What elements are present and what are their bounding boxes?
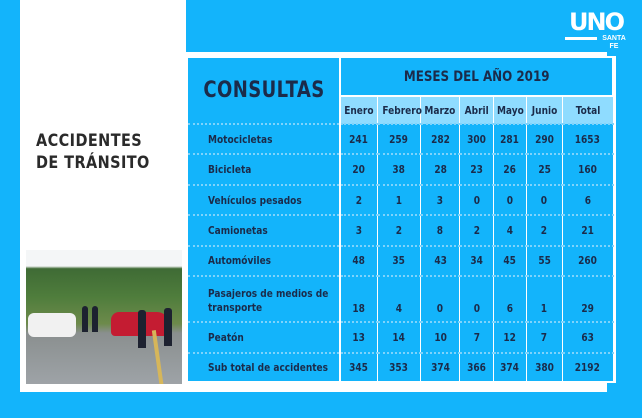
cell: 35: [376, 244, 422, 277]
total-cell: 260: [561, 244, 614, 277]
col-header-marzo: Marzo: [420, 96, 461, 124]
cell: 26: [492, 153, 527, 185]
title-line-1: ACCIDENTES: [36, 131, 143, 151]
cell: 374: [492, 351, 527, 381]
cell: 0: [492, 183, 527, 216]
person-figure: [138, 310, 146, 348]
white-car: [28, 313, 76, 337]
title-line-2: DE TRÁNSITO: [36, 153, 150, 173]
cell: 2: [525, 214, 563, 246]
cell: 7: [459, 321, 494, 353]
cell: 10: [420, 321, 461, 353]
cell: 1: [376, 183, 422, 216]
cell: 3: [420, 183, 461, 216]
table-row: Vehículos pesados 2 1 3 0 0 0 6: [185, 183, 614, 216]
cell: 34: [459, 244, 494, 277]
total-cell: 160: [561, 153, 614, 185]
row-label: Vehículos pesados: [185, 183, 342, 216]
col-header-febrero: Febrero: [376, 96, 422, 124]
logo-sub: SANTA FE: [602, 35, 626, 50]
cell: 374: [420, 351, 461, 381]
table-row: Peatón 13 14 10 7 12 7 63: [185, 321, 614, 353]
cell: 6: [492, 275, 527, 323]
cell: 300: [459, 122, 494, 155]
cell: 366: [459, 351, 494, 381]
cell: 281: [492, 122, 527, 155]
row-label: Automóviles: [185, 244, 342, 277]
person-figure: [92, 306, 98, 332]
person-figure: [82, 306, 88, 332]
total-cell: 1653: [561, 122, 614, 155]
col-header-abril: Abril: [459, 96, 494, 124]
cell: 43: [420, 244, 461, 277]
cell: 380: [525, 351, 563, 381]
row-label: Motocicletas: [185, 122, 342, 155]
cell: 0: [459, 183, 494, 216]
total-cell: 21: [561, 214, 614, 246]
table-border: [184, 56, 616, 383]
cell: 12: [492, 321, 527, 353]
cell: 4: [376, 275, 422, 323]
accidents-table: CONSULTAS MESES DEL AÑO 2019 Enero Febre…: [185, 58, 614, 381]
cell: 241: [339, 122, 378, 155]
cell: 48: [339, 244, 378, 277]
col-header-total: Total: [561, 96, 614, 124]
cell: 4: [492, 214, 527, 246]
row-label: Sub total de accidentes: [185, 351, 342, 381]
crash-scene-photo: [26, 250, 182, 384]
cell: 25: [525, 153, 563, 185]
cell: 0: [525, 183, 563, 216]
cell: 14: [376, 321, 422, 353]
cell: 28: [420, 153, 461, 185]
col-header-junio: Junio: [525, 96, 563, 124]
cell: 345: [339, 351, 378, 381]
road-line: [151, 330, 165, 384]
cell: 45: [492, 244, 527, 277]
table-row: Bicicleta 20 38 28 23 26 25 160: [185, 153, 614, 185]
person-figure: [164, 308, 172, 346]
row-label: Bicicleta: [185, 153, 342, 185]
uno-logo: UNO SANTA FE: [563, 10, 629, 50]
cell: 2: [459, 214, 494, 246]
cell: 38: [376, 153, 422, 185]
cell: 18: [339, 275, 378, 323]
infographic-title: ACCIDENTES DE TRÁNSITO: [36, 130, 164, 174]
cell: 1: [525, 275, 563, 323]
cell: 23: [459, 153, 494, 185]
logo-main: UNO: [569, 8, 625, 36]
total-cell: 63: [561, 321, 614, 353]
logo-bar: [565, 37, 597, 40]
cell: 3: [339, 214, 378, 246]
row-label: Peatón: [185, 321, 342, 353]
table-row: Automóviles 48 35 43 34 45 55 260: [185, 244, 614, 277]
table-row: Pasajeros de medios de transporte 18 4 0…: [185, 275, 614, 323]
cell: 353: [376, 351, 422, 381]
cell: 0: [459, 275, 494, 323]
col-header-enero: Enero: [339, 96, 378, 124]
consultas-header: CONSULTAS: [185, 58, 342, 124]
cell: 7: [525, 321, 563, 353]
table-row: Motocicletas 241 259 282 300 281 290 165…: [185, 122, 614, 155]
total-cell: 6: [561, 183, 614, 216]
cell: 259: [376, 122, 422, 155]
cell: 13: [339, 321, 378, 353]
months-group-header: MESES DEL AÑO 2019: [339, 58, 614, 97]
cell: 0: [420, 275, 461, 323]
cell: 2: [376, 214, 422, 246]
total-cell: 2192: [561, 351, 614, 381]
cell: 20: [339, 153, 378, 185]
cell: 55: [525, 244, 563, 277]
cell: 290: [525, 122, 563, 155]
cell: 2: [339, 183, 378, 216]
table-row: Camionetas 3 2 8 2 4 2 21: [185, 214, 614, 246]
col-header-mayo: Mayo: [492, 96, 527, 124]
row-label: Pasajeros de medios de transporte: [185, 275, 342, 323]
cell: 8: [420, 214, 461, 246]
cell: 282: [420, 122, 461, 155]
row-label: Camionetas: [185, 214, 342, 246]
total-cell: 29: [561, 275, 614, 323]
subtotal-row: Sub total de accidentes 345 353 374 366 …: [185, 351, 614, 381]
top-band: [186, 0, 642, 52]
